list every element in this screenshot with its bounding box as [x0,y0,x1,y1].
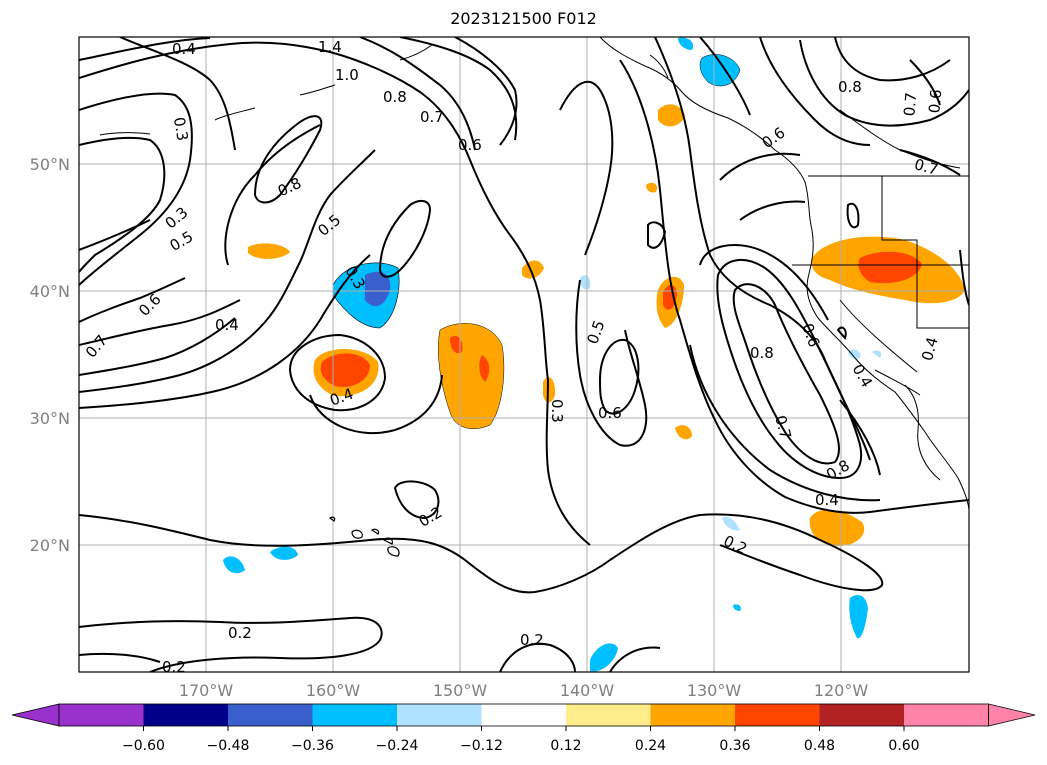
positive-anomaly-patch [658,104,685,127]
lon-label: 170°W [179,681,234,700]
positive-anomaly-core [450,335,463,354]
lon-label: 140°W [560,681,615,700]
colorbar-extend-right [988,703,1036,727]
colorbar-swatch [904,704,989,726]
contour-label: 1.0 [335,66,359,84]
coastlines [99,37,969,511]
contour-label: 0.6 [135,290,165,320]
colorbar-tick-label: −0.60 [122,738,165,754]
lat-label: 30°N [30,409,70,428]
latitude-labels: 50°N 40°N 30°N 20°N [30,155,70,555]
negative-anomaly-patch [270,546,298,560]
colorbar-swatch [566,704,651,726]
negative-anomaly-patch [733,604,741,611]
map-plot-area: 0.4 1.4 1.0 0.8 0.7 0.6 0.3 0.8 0.3 0.5 … [79,37,969,676]
colorbar-tick-label: −0.12 [460,738,503,754]
colorbar-swatch [397,704,482,726]
contour-label: 0.7 [420,108,444,126]
contour-lines [79,37,969,672]
colorbar-swatch [481,704,566,726]
lon-label: 120°W [814,681,869,700]
contour-label: 0.7 [900,92,920,117]
contour-label: 0.8 [383,88,407,106]
colorbar-swatch [819,704,904,726]
lat-label: 40°N [30,282,70,301]
contour-label-group: 0.4 1.4 1.0 0.8 0.7 0.6 0.3 0.8 0.3 0.5 … [82,38,945,676]
contour-label: 0.4 [849,361,877,391]
colorbar-frame [58,703,989,727]
contour-label: 0.8 [838,78,862,96]
colorbar-swatch [312,704,397,726]
contour-label: 0.2 [162,658,186,676]
contour-label: 0.4 [918,335,942,363]
contour-label: 0.8 [750,344,774,362]
colorbar-swatch [143,704,228,726]
positive-anomaly-core [858,251,922,284]
contour-label: 0.6 [798,321,823,350]
contour-label: 0.3 [548,399,566,423]
colorbar-tick-label: 0.24 [635,738,666,754]
colorbar: −0.60 −0.48 −0.36 −0.24 −0.12 0.12 0.24 … [11,703,1036,754]
contour-label: 0.2 [520,631,544,649]
colorbar-tick-label: 0.48 [804,738,835,754]
negative-anomaly-patch [590,643,618,672]
colorbar-swatch [650,704,735,726]
positive-anomaly-patch [675,425,692,440]
negative-anomaly-patch [849,595,868,639]
contour-label: 0.6 [458,136,482,154]
negative-anomaly-patch [678,37,694,50]
positive-anomaly-patch [646,182,658,193]
lon-label: 130°W [687,681,742,700]
contour-label: 0.3 [170,116,192,143]
colorbar-tick-label: −0.24 [376,738,419,754]
contour-label: 0.4 [215,316,239,334]
negative-anomaly-patch [223,556,245,574]
positive-anomaly-patch [438,323,505,429]
contour-label: 0.6 [598,404,622,422]
lon-label: 150°W [433,681,488,700]
map-title: 2023121500 F012 [450,9,597,28]
contour-label: 0.8 [823,456,853,484]
hawaii-islands [328,516,400,557]
contour-label: 1.4 [318,38,342,56]
contour-label: 0.2 [416,503,446,531]
map-frame [78,36,970,673]
lat-label: 20°N [30,536,70,555]
colorbar-tick-label: 0.60 [888,738,919,754]
contour-label: 0.5 [167,227,197,255]
contour-label: 0.2 [228,624,252,642]
colorbar-extend-left [11,703,60,727]
negative-anomaly-patch [722,516,740,531]
contour-label: 0.6 [759,124,789,152]
gridlines [79,37,969,672]
colorbar-tick-label: −0.36 [291,738,334,754]
positive-anomaly-patch [543,377,556,403]
contour-label: 0.7 [771,413,795,441]
positive-anomaly-patch [248,243,290,259]
negative-anomaly-patch [699,54,741,87]
colorbar-tick-label: −0.48 [207,738,250,754]
contour-label: 0.6 [925,89,945,114]
colorbar-tick-label: 0.12 [550,738,581,754]
negative-anomaly-patch [872,350,882,358]
contour-label: 0.4 [172,40,196,58]
colorbar-tick-label: 0.36 [719,738,750,754]
positive-anomaly-core [479,355,490,382]
longitude-labels: 170°W 160°W 150°W 140°W 130°W 120°W [179,681,869,700]
negative-anomaly-core [365,271,391,307]
contour-label: 0.4 [815,491,839,509]
colorbar-swatch [59,704,144,726]
contour-label: 0.7 [82,331,111,361]
positive-anomaly-patch [809,509,865,547]
negative-anomaly-patch [848,349,861,359]
negative-anomaly-patch [580,275,591,290]
shading-layer [223,37,965,672]
colorbar-swatch [228,704,313,726]
colorbar-swatch [735,704,820,726]
lon-label: 160°W [306,681,361,700]
lat-label: 50°N [30,155,70,174]
contour-label: 0.7 [912,155,940,179]
